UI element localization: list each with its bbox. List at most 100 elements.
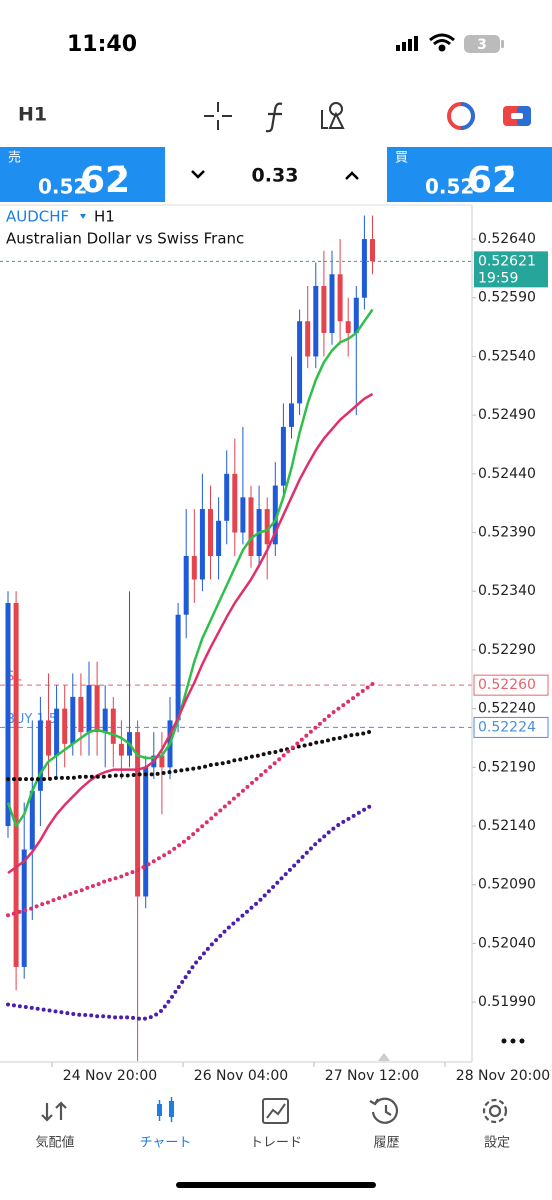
- candle-body: [361, 239, 367, 298]
- indicator-button[interactable]: [265, 102, 283, 133]
- battery-tip: [501, 40, 504, 48]
- battery-icon: [464, 35, 500, 53]
- candle-body: [280, 426, 286, 486]
- candle-body: [78, 696, 84, 733]
- candle-body: [183, 556, 189, 615]
- candle-body: [370, 239, 375, 262]
- y-tick-label: 0.52440: [478, 466, 536, 482]
- lot-up-button[interactable]: [345, 171, 359, 180]
- candle-body: [191, 556, 197, 580]
- buy-price-big: 62: [467, 160, 517, 201]
- lot-down-button[interactable]: [191, 170, 205, 179]
- x-tick-label: 27 Nov 12:00: [325, 1068, 419, 1084]
- settings-icon: [482, 1098, 508, 1124]
- price-tag-timer: 19:59: [478, 270, 518, 286]
- sell-panel[interactable]: [0, 147, 165, 202]
- objects-button[interactable]: [321, 102, 345, 129]
- timeframe-button[interactable]: H1: [18, 104, 47, 126]
- candle-body: [54, 708, 60, 756]
- sell-price-lead: 0.52: [38, 175, 87, 199]
- candle-body: [272, 485, 278, 545]
- y-tick-label: 0.52590: [478, 290, 536, 306]
- x-tick-label: 28 Nov 20:00: [456, 1068, 550, 1084]
- y-tick-label: 0.52090: [478, 877, 536, 893]
- candle-body: [86, 685, 92, 733]
- candle-body: [248, 497, 254, 557]
- status-time: 11:40: [67, 32, 137, 57]
- nav-item[interactable]: トレード: [250, 1136, 302, 1151]
- candle-body: [313, 286, 319, 357]
- nav-item[interactable]: チャート: [140, 1136, 192, 1151]
- candle-body: [143, 767, 149, 897]
- price-tag: [474, 251, 548, 288]
- candle-body: [118, 743, 124, 756]
- crosshair-button[interactable]: [204, 102, 232, 130]
- candle-body: [62, 708, 68, 744]
- candle-body: [329, 274, 335, 333]
- indicator-line: [6, 308, 374, 828]
- level-tag: [473, 674, 549, 696]
- chart-symbol[interactable]: AUDCHF: [6, 208, 69, 226]
- level-price: 0.52224: [478, 719, 536, 735]
- chart-icon: [157, 1097, 174, 1122]
- x-tick-label: 24 Nov 20:00: [63, 1068, 157, 1084]
- candle-body: [345, 321, 351, 333]
- buy-price-lead: 0.52: [425, 175, 474, 199]
- sell-price-big: 62: [80, 160, 130, 201]
- nav-bar: [0, 1087, 552, 1200]
- nav-items: 気配値 チャート トレード 履歴 設定: [35, 1135, 510, 1151]
- wifi-icon: [429, 33, 455, 52]
- y-tick-label: 0.51990: [478, 994, 536, 1010]
- candle-body: [264, 509, 270, 545]
- candle-body: [29, 790, 35, 850]
- candle-body: [305, 321, 311, 357]
- y-tick-label: 0.52190: [478, 759, 536, 775]
- nav-item[interactable]: 履歴: [373, 1136, 399, 1151]
- candle-body: [159, 755, 165, 768]
- history-icon: [369, 1097, 399, 1124]
- nav-item[interactable]: 設定: [484, 1136, 510, 1151]
- candle-body: [110, 708, 116, 744]
- candle-body: [216, 520, 222, 557]
- candle-body: [208, 509, 213, 557]
- indicator-line: [6, 802, 375, 1021]
- y-tick-label: 0.52340: [478, 583, 536, 599]
- candle-body: [224, 473, 230, 521]
- candle-body: [321, 286, 327, 333]
- x-tick-label: 26 Nov 04:00: [194, 1068, 288, 1084]
- one-click-button[interactable]: [503, 106, 531, 126]
- symbol-dropdown[interactable]: [80, 214, 86, 219]
- buy-panel[interactable]: [387, 147, 552, 202]
- buy-label: 買: [395, 151, 408, 166]
- sell-label: 売: [8, 150, 21, 166]
- sell-price-small: 1: [117, 163, 127, 181]
- y-tick-label: 0.52290: [478, 642, 536, 658]
- candle-body: [289, 403, 294, 427]
- chart-timeframe: H1: [94, 208, 115, 226]
- candle-body: [70, 696, 76, 744]
- candle-body: [21, 849, 27, 967]
- scroll-marker[interactable]: [378, 1053, 390, 1061]
- candle-body: [337, 274, 343, 322]
- candle-body: [102, 708, 108, 733]
- y-tick-label: 0.52240: [478, 701, 536, 717]
- trade-icon: [262, 1098, 289, 1124]
- y-tick-label: 0.52140: [478, 818, 536, 834]
- level-price: 0.52260: [478, 677, 536, 693]
- more-button[interactable]: [501, 1038, 525, 1044]
- indicator-line: [6, 681, 375, 918]
- candle-body: [13, 602, 19, 967]
- y-tick-label: 0.52640: [478, 231, 536, 247]
- level-name: BUY 1.5: [6, 712, 57, 727]
- nav-item[interactable]: 気配値: [35, 1135, 74, 1151]
- trade-button[interactable]: [447, 102, 475, 130]
- candle-body: [135, 732, 141, 897]
- buy-price-small: 8: [504, 163, 514, 181]
- battery-level: 3: [477, 37, 487, 53]
- y-tick-label: 0.52040: [478, 935, 536, 951]
- candle-body: [297, 321, 303, 404]
- price-tag-value: 0.52621: [478, 253, 536, 269]
